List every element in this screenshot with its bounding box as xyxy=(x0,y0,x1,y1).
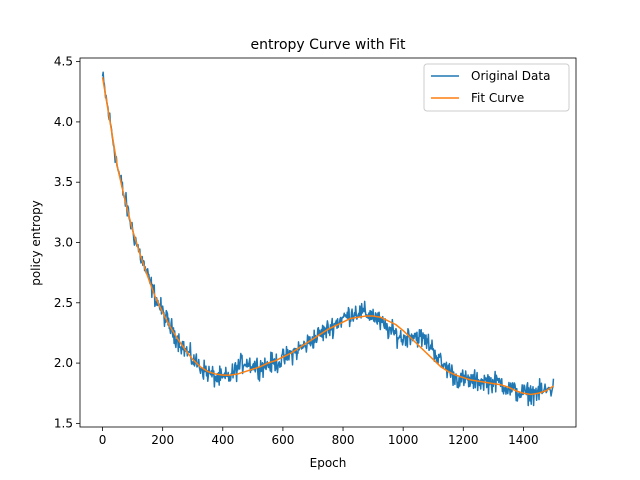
x-tick-label: 1200 xyxy=(448,433,479,447)
legend: Original Data Fit Curve xyxy=(423,63,570,112)
x-tick-label: 600 xyxy=(271,433,294,447)
chart-title: entropy Curve with Fit xyxy=(251,37,406,53)
series-line-original-data xyxy=(101,71,555,407)
plot-frame xyxy=(79,57,577,428)
legend-entry: Original Data xyxy=(471,69,550,83)
y-axis-label: policy entropy xyxy=(29,200,43,286)
y-tick-label: 3.0 xyxy=(54,236,73,250)
y-tick-label: 3.5 xyxy=(54,175,73,189)
series-line-fit-curve xyxy=(101,77,554,396)
x-tick-label: 1000 xyxy=(388,433,419,447)
x-tick-label: 200 xyxy=(151,433,174,447)
x-axis: 0 200 400 600 800 1000 1200 1400 xyxy=(99,427,539,447)
y-tick-label: 4.0 xyxy=(54,115,73,129)
x-tick-label: 0 xyxy=(99,433,107,447)
y-tick-label: 4.5 xyxy=(54,55,73,69)
legend-entry: Fit Curve xyxy=(471,91,524,105)
y-tick-label: 2.5 xyxy=(54,296,73,310)
y-axis: 1.5 2.0 2.5 3.0 3.5 4.0 4.5 xyxy=(54,55,80,430)
x-tick-label: 800 xyxy=(332,433,355,447)
y-tick-label: 2.0 xyxy=(54,356,73,370)
x-tick-label: 1400 xyxy=(508,433,539,447)
x-tick-label: 400 xyxy=(211,433,234,447)
legend-box xyxy=(423,63,570,112)
y-tick-label: 1.5 xyxy=(54,416,73,430)
x-axis-label: Epoch xyxy=(310,456,347,470)
plot-area xyxy=(101,71,555,407)
